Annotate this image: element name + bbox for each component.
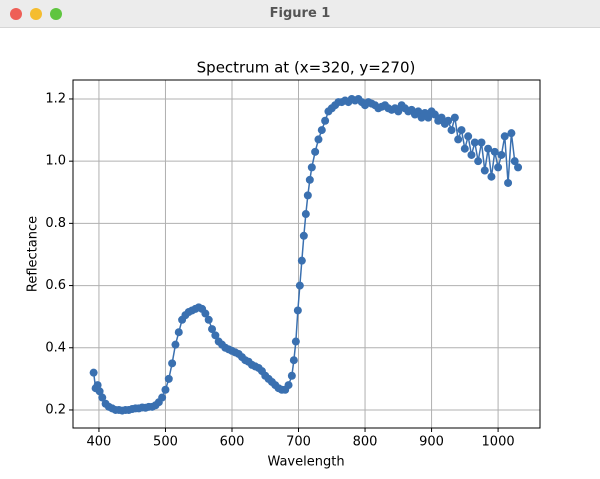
x-tick-label: 700 xyxy=(286,435,311,450)
data-point xyxy=(454,135,463,144)
data-point xyxy=(450,113,459,122)
data-point xyxy=(301,210,310,219)
y-tick-label: 1.0 xyxy=(45,154,66,169)
chart-title: Spectrum at (x=320, y=270) xyxy=(197,59,416,77)
data-point xyxy=(311,147,320,156)
data-point xyxy=(477,138,486,147)
data-point xyxy=(293,306,302,315)
close-button[interactable] xyxy=(10,8,22,20)
data-point xyxy=(500,132,509,141)
data-point xyxy=(208,325,217,334)
data-point xyxy=(394,107,403,116)
window-title: Figure 1 xyxy=(269,6,331,21)
y-tick-label: 0.8 xyxy=(45,216,66,231)
data-point xyxy=(95,387,104,396)
data-point xyxy=(510,157,519,166)
data-point xyxy=(291,337,300,346)
y-axis-label: Reflectance xyxy=(26,216,41,292)
data-point xyxy=(460,144,469,153)
data-point xyxy=(303,191,312,200)
minimize-button[interactable] xyxy=(30,8,42,20)
data-point xyxy=(295,281,304,290)
x-axis-label: Wavelength xyxy=(267,455,344,470)
data-point xyxy=(437,113,446,122)
y-tick-label: 0.4 xyxy=(45,340,66,355)
data-point xyxy=(98,393,107,402)
data-point xyxy=(158,393,167,402)
data-point xyxy=(490,147,499,156)
data-point xyxy=(201,309,210,318)
data-point xyxy=(507,129,516,138)
y-tick-label: 0.6 xyxy=(45,278,66,293)
y-tick-label: 1.2 xyxy=(45,91,66,106)
data-point xyxy=(164,374,173,383)
data-point xyxy=(464,132,473,141)
data-point xyxy=(174,328,183,337)
data-point xyxy=(514,163,523,172)
data-point xyxy=(171,340,180,349)
zoom-button[interactable] xyxy=(50,8,62,20)
data-point xyxy=(287,371,296,380)
data-point xyxy=(299,231,308,240)
x-tick-label: 400 xyxy=(87,435,112,450)
data-point xyxy=(321,116,330,125)
x-tick-label: 800 xyxy=(353,435,378,450)
data-point xyxy=(168,359,177,368)
data-point xyxy=(305,175,314,184)
data-point xyxy=(497,150,506,159)
data-point xyxy=(444,116,453,125)
x-tick-label: 1000 xyxy=(482,435,515,450)
data-point xyxy=(474,157,483,166)
data-point xyxy=(424,113,433,122)
data-point xyxy=(414,107,423,116)
x-tick-label: 600 xyxy=(220,435,245,450)
chart: Spectrum at (x=320, y=270) Wavelength Re… xyxy=(26,59,541,470)
series-line xyxy=(92,98,519,412)
data-point xyxy=(161,385,170,394)
data-point xyxy=(211,331,220,340)
data-point xyxy=(314,135,323,144)
data-point xyxy=(89,368,98,377)
data-point xyxy=(494,163,503,172)
data-point xyxy=(204,315,213,324)
x-tick-label: 500 xyxy=(153,435,178,450)
data-point xyxy=(470,138,479,147)
data-point xyxy=(467,150,476,159)
data-point xyxy=(289,356,298,365)
title-bar: Figure 1 xyxy=(0,0,600,28)
data-point xyxy=(297,256,306,265)
data-point xyxy=(484,144,493,153)
data-point xyxy=(447,126,456,135)
data-point xyxy=(480,166,489,175)
data-point xyxy=(457,126,466,135)
data-point xyxy=(504,178,513,187)
plot-frame xyxy=(72,79,541,429)
data-point xyxy=(307,163,316,172)
y-tick-label: 0.2 xyxy=(45,402,66,417)
data-point xyxy=(317,126,326,135)
data-point xyxy=(487,172,496,181)
x-tick-label: 900 xyxy=(419,435,444,450)
data-point xyxy=(93,381,102,390)
data-point xyxy=(284,381,293,390)
data-point xyxy=(430,110,439,119)
